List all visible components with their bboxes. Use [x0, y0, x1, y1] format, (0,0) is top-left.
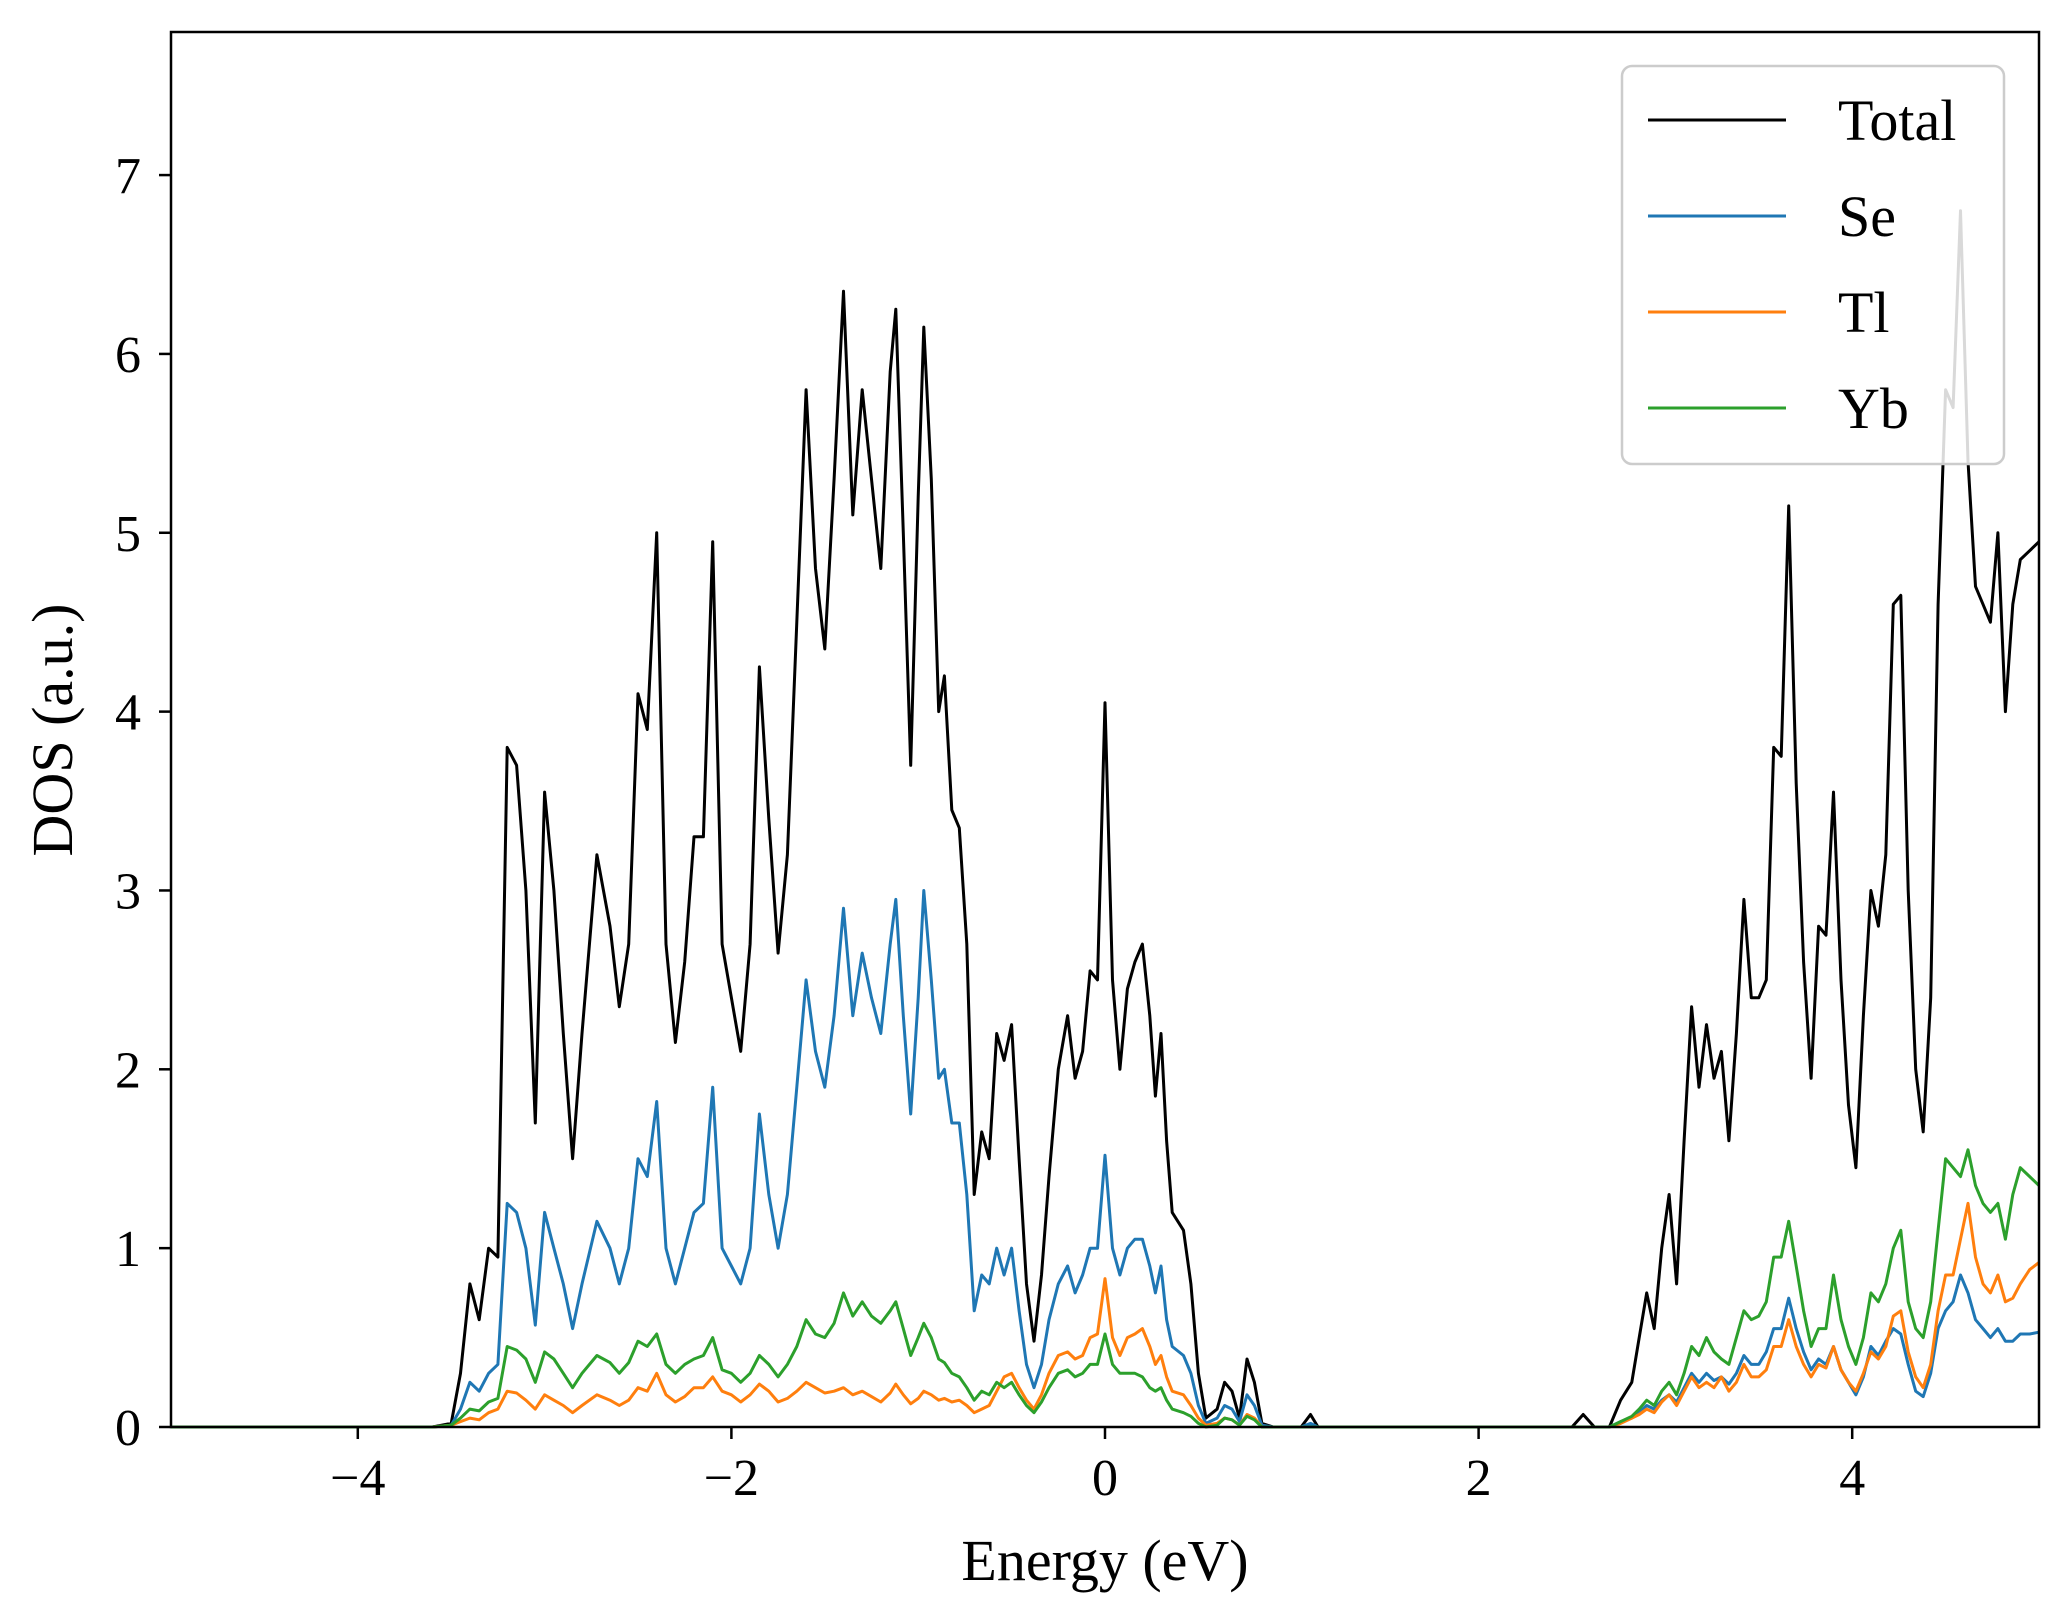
x-tick-label: 2 [1466, 1450, 1492, 1507]
y-tick-label: 5 [115, 506, 141, 563]
y-tick-label: 3 [115, 863, 141, 920]
series-line-tl [171, 1201, 2040, 1429]
y-tick-label: 7 [115, 148, 141, 205]
x-tick-label: −4 [330, 1450, 385, 1507]
y-axis-label: DOS (a.u.) [20, 604, 85, 857]
legend-label-total: Total [1838, 88, 1956, 153]
y-tick-label: 2 [115, 1042, 141, 1099]
y-axis: 0 1 2 3 4 5 6 7 [115, 148, 171, 1457]
y-tick-label: 4 [115, 685, 141, 742]
x-tick-label: −2 [704, 1450, 759, 1507]
x-axis: −4 −2 0 2 4 [330, 1427, 1865, 1507]
legend-label-se: Se [1838, 184, 1896, 249]
series-layer [171, 209, 2041, 1429]
x-tick-label: 4 [1839, 1450, 1865, 1507]
x-tick-label: 0 [1092, 1450, 1118, 1507]
legend: Total Se Tl Yb [1620, 64, 2006, 466]
y-tick-label: 1 [115, 1221, 141, 1278]
legend-box [1620, 64, 2006, 466]
series-line-total [171, 209, 2041, 1429]
legend-label-yb: Yb [1838, 376, 1909, 441]
legend-items: Total Se Tl Yb [1648, 88, 1956, 441]
y-tick-label: 0 [115, 1400, 141, 1457]
legend-label-tl: Tl [1838, 280, 1890, 345]
series-line-yb [171, 1148, 2041, 1429]
x-axis-label: Energy (eV) [961, 1528, 1248, 1593]
y-tick-label: 6 [115, 327, 141, 384]
